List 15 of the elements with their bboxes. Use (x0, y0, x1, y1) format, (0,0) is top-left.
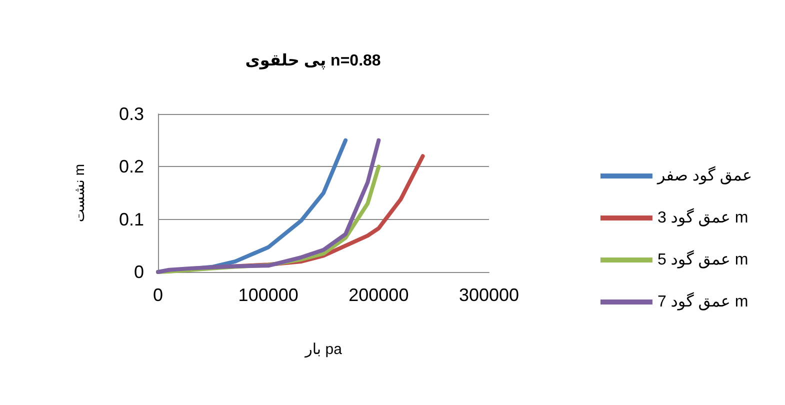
y-tick-label: 0.3 (118, 104, 144, 124)
x-tick-label: 200000 (348, 285, 409, 305)
legend-label: عمق گود 5 m (657, 250, 748, 268)
y-tick-label: 0.1 (118, 209, 144, 230)
y-tick-label: 0 (134, 262, 144, 282)
x-tick-label: 100000 (238, 285, 298, 305)
chart-title: پی حلقوی n=0.88 (245, 52, 381, 70)
legend-label: عمق گود 3 m (657, 208, 748, 226)
x-tick-label: 300000 (458, 285, 520, 305)
legend-label: عمق گود 7 m (657, 292, 748, 310)
y-axis-title: نشست m (71, 164, 87, 222)
x-tick-label: 0 (152, 285, 164, 305)
y-tick-label: 0.2 (118, 156, 144, 177)
x-axis-title: بار pa (304, 341, 343, 358)
legend-label: عمق گود صفر (656, 166, 752, 184)
